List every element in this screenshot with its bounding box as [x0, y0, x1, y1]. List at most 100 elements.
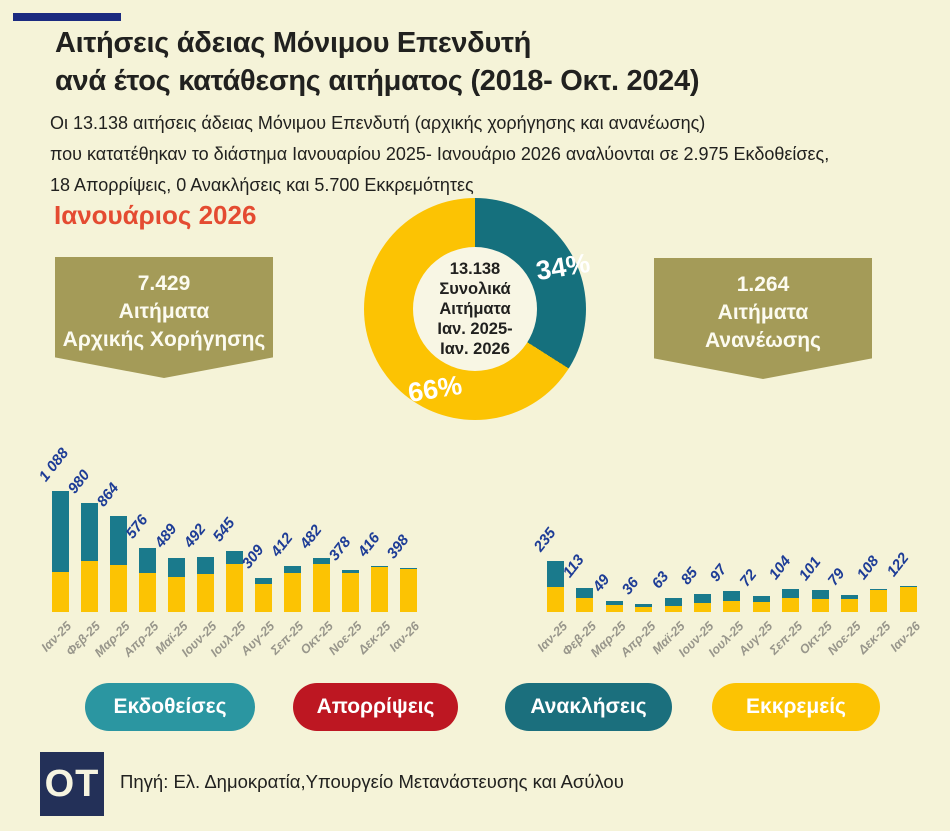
bar-group: 482 Οκτ-25: [296, 440, 335, 657]
bar-segment-issued: [254, 577, 272, 585]
bar-segment-pending: [635, 606, 653, 612]
bar-segment-issued: [723, 590, 741, 601]
bar-group: 980 Φεβ-25: [64, 440, 104, 659]
bar-value-label: 104: [765, 553, 795, 584]
bar-segment-pending: [605, 605, 623, 612]
bar-group: 864 Μαρ-25: [92, 440, 133, 659]
bar-segment-pending: [225, 563, 243, 612]
subtitle: Οι 13.138 αιτήσεις άδειας Μόνιμου Επενδυ…: [50, 108, 829, 201]
bar-segment-pending: [576, 598, 594, 612]
bar-segment-pending: [138, 572, 156, 612]
bar-chart-initial-grants: 1 088 Ιαν-25 980 Φεβ-25 864 Μαρ-25 576 Απρ-25 48…: [35, 440, 484, 670]
bar-group: 309 Αυγ-25: [238, 440, 277, 658]
bar-segment-pending: [870, 590, 888, 612]
banner-initial-grants: 7.429 Αιτήματα Αρχικής Χορήγησης: [55, 257, 273, 378]
donut-chart: 34% 66% 13.138 Συνολικά Αιτήματα Ιαν. 20…: [364, 198, 592, 420]
bar-group: 378 Νοε-25: [325, 440, 364, 658]
subtitle-line-3: 18 Απορρίψεις, 0 Ανακλήσεις και 5.700 Εκ…: [50, 175, 474, 195]
title-line-1: Αιτήσεις άδειας Μόνιμου Επενδυτή: [55, 27, 532, 59]
bar-segment-pending: [782, 598, 800, 612]
bar-segment-issued: [841, 594, 858, 599]
bar-segment-issued: [196, 557, 214, 575]
bar-month-label: Σεπ-25: [766, 619, 806, 658]
bar-segment-issued: [870, 588, 888, 591]
bar-group: 235 Ιαν-25: [531, 440, 570, 655]
bar-segment-issued: [283, 566, 301, 573]
bar-segment-pending: [312, 564, 330, 612]
bar-group: 79 Νοε-25: [825, 440, 864, 657]
ot-logo: OT: [40, 752, 104, 816]
bar-value-label: 1 088: [35, 444, 72, 485]
subtitle-line-1: Οι 13.138 αιτήσεις άδειας Μόνιμου Επενδυ…: [50, 113, 706, 133]
bar-segment-issued: [80, 502, 98, 562]
bar-segment-pending: [341, 572, 359, 612]
banner-renewals: 1.264 Αιτήματα Ανανέωσης: [654, 258, 872, 379]
bar-segment-issued: [547, 561, 564, 588]
bar-segment-issued: [811, 590, 829, 599]
bar-group: 576 Απρ-25: [121, 440, 162, 660]
banner-text: Αιτήματα: [118, 300, 210, 323]
legend-pill-rejected: Απορρίψεις: [293, 683, 458, 731]
period-label: Ιανουάριος 2026: [54, 200, 257, 230]
bar-segment-issued: [225, 551, 243, 564]
bar-segment-issued: [752, 596, 770, 603]
banner-text: Αρχικής Χορήγησης: [62, 328, 266, 351]
bar-group: 122 Ιαν-26: [883, 440, 922, 654]
bar-segment-pending: [109, 564, 127, 612]
bar-segment-pending: [399, 568, 417, 612]
bar-segment-issued: [635, 604, 653, 607]
bar-group: 97 Ιουλ-25: [706, 440, 747, 659]
accent-dash: [13, 13, 121, 21]
donut-label-issued-pct: 34%: [533, 247, 592, 287]
bar-group: 63 Μαϊ-25: [648, 440, 687, 657]
page-title: Αιτήσεις άδειας Μόνιμου Επενδυτή ανά έτο…: [55, 24, 699, 100]
bar-segment-issued: [51, 490, 69, 572]
bar-segment-pending: [841, 598, 858, 612]
bar-month-label: Δεκ-25: [855, 619, 894, 657]
banner-value: 7.429: [137, 272, 191, 295]
bar-group: 492 Ιουν-25: [179, 440, 220, 660]
bar-value-label: 235: [530, 524, 560, 556]
bar-segment-pending: [167, 577, 185, 612]
bar-month-label: Ιαν-26: [887, 619, 923, 655]
legend-pill-pending: Εκκρεμείς: [712, 683, 880, 731]
donut-center-line: Ιαν. 2026: [440, 340, 510, 358]
bar-value-label: 113: [559, 552, 589, 582]
bar-group: 101 Οκτ-25: [795, 440, 834, 657]
bar-segment-pending: [283, 572, 301, 612]
bar-segment-pending: [254, 584, 272, 612]
bar-group: 489 Μαϊ-25: [151, 440, 190, 657]
bar-segment-pending: [694, 602, 711, 612]
bar-segment-issued: [138, 547, 156, 573]
bar-value-label: 108: [853, 552, 883, 583]
legend-pill-recalled: Ανακλήσεις: [505, 683, 672, 731]
bar-value-label: 101: [795, 553, 825, 585]
bar-segment-issued: [370, 565, 388, 568]
bar-segment-issued: [109, 515, 127, 565]
bar-group: 1 088 Ιαν-25: [35, 440, 74, 655]
bar-value-label: 122: [883, 549, 913, 580]
bar-segment-issued: [341, 569, 359, 573]
bar-segment-pending: [547, 587, 564, 612]
bar-segment-pending: [51, 571, 69, 612]
bar-segment-pending: [370, 567, 388, 612]
donut-center-line: Συνολικά: [439, 280, 511, 298]
bar-segment-pending: [899, 585, 917, 612]
bar-group: 398 Ιαν-26: [383, 440, 422, 654]
bar-segment-issued: [399, 567, 417, 569]
donut-label-pending-pct: 66%: [405, 369, 464, 409]
source-text: Πηγή: Ελ. Δημοκρατία,Υπουργείο Μετανάστε…: [120, 771, 624, 792]
donut-center-line: Αιτήματα: [439, 300, 511, 318]
bar-segment-pending: [80, 561, 98, 612]
bar-month-label: Ιαν-26: [386, 619, 423, 655]
bar-segment-pending: [752, 602, 770, 612]
title-line-2: ανά έτος κατάθεσης αιτήματος (2018- Οκτ.…: [55, 65, 700, 97]
bar-group: 545 Ιουλ-25: [208, 440, 249, 660]
subtitle-line-2: που κατατέθηκαν το διάστημα Ιανουαρίου 2…: [50, 144, 830, 164]
bar-group: 113 Φεβ-25: [560, 440, 600, 658]
bar-group: 108 Δεκ-25: [854, 440, 893, 656]
bar-segment-pending: [723, 600, 741, 612]
donut-center-line: Ιαν. 2025-: [437, 320, 513, 338]
legend-pill-issued: Εκδοθείσες: [85, 683, 255, 731]
